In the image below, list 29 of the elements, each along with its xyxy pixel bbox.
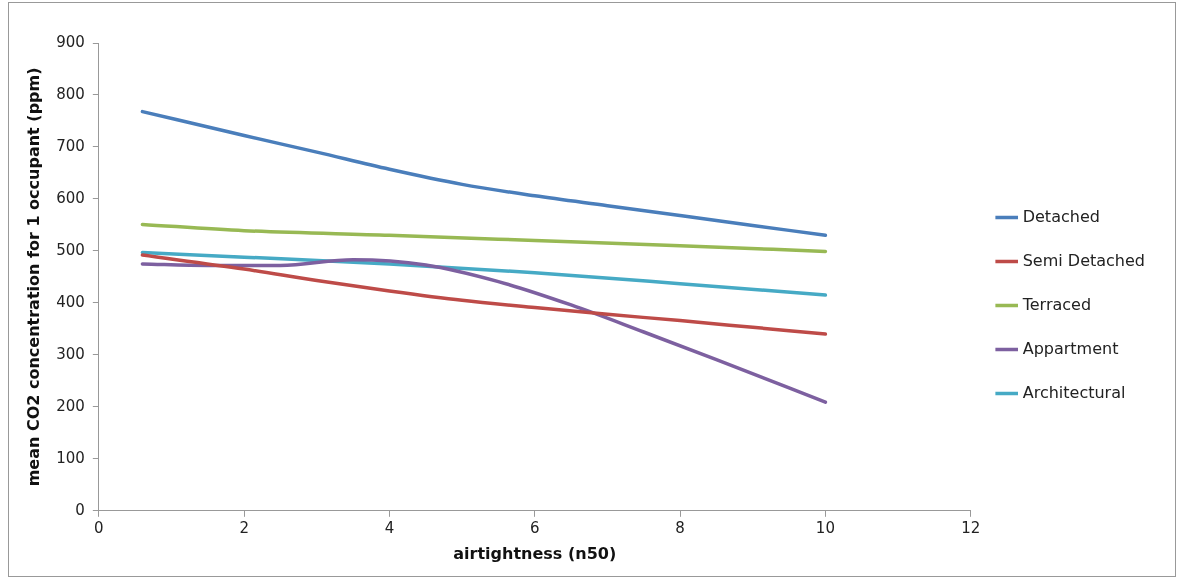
legend-label: Terraced	[1021, 294, 1092, 314]
y-axis-title: mean CO2 concentration for 1 occupant (ppm)	[23, 67, 43, 487]
x-axis-title: airtightness (n50)	[453, 543, 617, 563]
legend-label: Appartment	[1022, 338, 1119, 358]
line-series	[140, 109, 828, 238]
x-tick-label: 2	[239, 518, 249, 537]
line-series	[140, 250, 828, 297]
y-tick-label: 900	[56, 32, 85, 51]
y-tick-label: 0	[75, 500, 85, 519]
y-tick-label: 400	[56, 292, 85, 311]
y-tick-label: 200	[56, 396, 85, 415]
line-series	[140, 258, 828, 404]
legend-label: Semi Detached	[1022, 250, 1145, 270]
y-tick-label: 800	[56, 84, 85, 103]
legend-label: Architectural	[1022, 382, 1126, 402]
line-series	[140, 222, 828, 254]
line-series	[140, 253, 828, 336]
x-tick-label: 12	[961, 518, 981, 537]
x-tick-label: 10	[815, 518, 835, 537]
y-tick-label: 300	[56, 344, 85, 363]
x-tick-label: 8	[675, 518, 685, 537]
x-tick-label: 0	[94, 518, 104, 537]
y-tick-label: 500	[56, 240, 85, 259]
y-tick-label: 600	[56, 188, 85, 207]
y-tick-label: 100	[56, 448, 85, 467]
x-tick-label: 4	[384, 518, 395, 537]
y-tick-label: 700	[56, 136, 85, 155]
x-tick-label: 6	[529, 518, 540, 537]
legend-label: Detached	[1022, 206, 1100, 226]
